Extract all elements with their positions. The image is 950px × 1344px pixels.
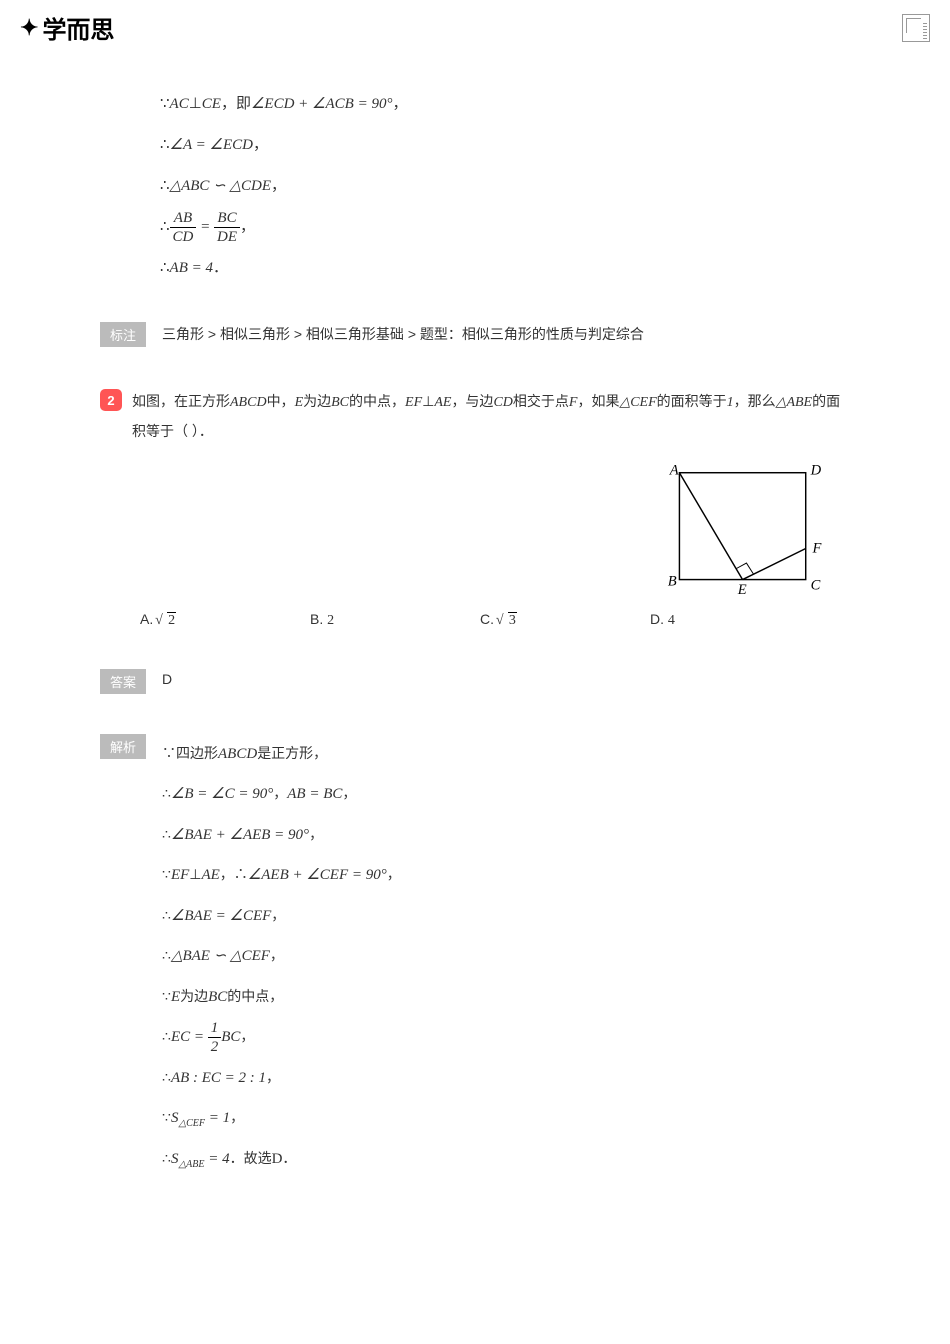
problem-number-badge: 2 [100, 389, 122, 411]
explain-line: ∴∠BAE = ∠CEF， [162, 896, 401, 937]
solution-line: ∴ABCD = BCDE， [160, 208, 850, 247]
prior-solution-block: ∵AC⊥CE，即∠ECD + ∠ACB = 90°， ∴∠A = ∠ECD， ∴… [100, 85, 850, 288]
explain-line: ∴AB : EC = 2 : 1， [162, 1058, 401, 1099]
answer-label: 答案 [100, 669, 146, 694]
explain-line: ∴∠B = ∠C = 90°，AB = BC， [162, 774, 401, 815]
page-header: ✦ 学而思 [0, 0, 950, 55]
fraction: 12 [208, 1019, 222, 1056]
answer-row: 答案 D [100, 669, 850, 694]
svg-text:A: A [669, 462, 679, 478]
explain-line: ∵四边形ABCD是正方形， [162, 734, 401, 775]
tag-label: 标注 [100, 322, 146, 347]
problem-block: 2 如图，在正方形ABCD中，E为边BC的中点，EF⊥AE，与边CD相交于点F，… [100, 387, 850, 629]
explain-line: ∵S△CEF = 1， [162, 1098, 401, 1139]
explain-line: ∵EF⊥AE，∴∠AEB + ∠CEF = 90°， [162, 855, 401, 896]
choice-row: A. 2 B. 2 C. 3 D. 4 [100, 611, 850, 629]
answer-value: D [162, 669, 172, 687]
solution-line: ∴△ABC ∽ △CDE， [160, 167, 850, 206]
problem-head: 2 如图，在正方形ABCD中，E为边BC的中点，EF⊥AE，与边CD相交于点F，… [100, 387, 850, 447]
choice-d[interactable]: D. 4 [650, 611, 820, 629]
svg-text:C: C [811, 577, 821, 593]
svg-text:B: B [668, 573, 677, 589]
brand-logo: ✦ 学而思 [20, 10, 114, 45]
page-content: ∵AC⊥CE，即∠ECD + ∠ACB = 90°， ∴∠A = ∠ECD， ∴… [0, 55, 950, 1239]
svg-text:D: D [810, 462, 822, 478]
svg-text:F: F [812, 540, 823, 556]
ruler-icon [902, 14, 930, 42]
problem-statement: 如图，在正方形ABCD中，E为边BC的中点，EF⊥AE，与边CD相交于点F，如果… [132, 387, 850, 447]
tag-breadcrumb: 三角形 > 相似三角形 > 相似三角形基础 > 题型：相似三角形的性质与判定综合 [162, 322, 644, 344]
explanation-label: 解析 [100, 734, 146, 759]
logo-text: 学而思 [42, 10, 114, 45]
explanation-body: ∵四边形ABCD是正方形， ∴∠B = ∠C = 90°，AB = BC， ∴∠… [162, 734, 401, 1180]
figure-container: A D B C E F [100, 461, 830, 601]
choice-c[interactable]: C. 3 [480, 611, 650, 629]
explain-line: ∴EC = 12BC， [162, 1017, 401, 1058]
explain-line: ∴∠BAE + ∠AEB = 90°， [162, 815, 401, 856]
tag-row: 标注 三角形 > 相似三角形 > 相似三角形基础 > 题型：相似三角形的性质与判… [100, 322, 850, 347]
explain-line: ∴S△ABE = 4．故选D． [162, 1139, 401, 1180]
fraction: ABCD [170, 209, 197, 246]
geometry-figure: A D B C E F [660, 461, 830, 601]
explanation-row: 解析 ∵四边形ABCD是正方形， ∴∠B = ∠C = 90°，AB = BC，… [100, 734, 850, 1180]
explain-line: ∴△BAE ∽ △CEF， [162, 936, 401, 977]
svg-text:E: E [737, 582, 747, 598]
solution-line: ∵AC⊥CE，即∠ECD + ∠ACB = 90°， [160, 85, 850, 124]
explain-line: ∵E为边BC的中点， [162, 977, 401, 1018]
solution-line: ∴AB = 4． [160, 249, 850, 288]
solution-line: ∴∠A = ∠ECD， [160, 126, 850, 165]
fraction: BCDE [214, 209, 240, 246]
choice-b[interactable]: B. 2 [310, 611, 480, 629]
logo-icon: ✦ [20, 15, 38, 41]
choice-a[interactable]: A. 2 [140, 611, 310, 629]
